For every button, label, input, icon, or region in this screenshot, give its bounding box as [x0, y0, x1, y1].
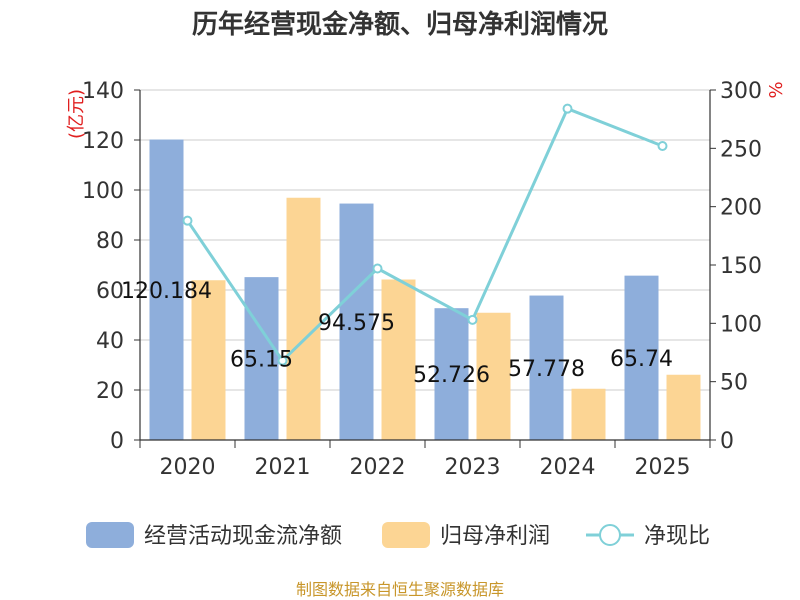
right-axis-tick-label: 0 [720, 429, 734, 454]
line-point [277, 355, 288, 366]
line-point [467, 314, 478, 325]
right-axis-unit-label: % [766, 81, 787, 98]
right-axis-tick-label: 100 [720, 312, 762, 337]
line-point [182, 215, 193, 226]
x-axis-category-label: 2022 [350, 455, 406, 480]
bar-data-label: 65.15 [230, 348, 293, 373]
x-axis-category-label: 2025 [635, 455, 691, 480]
right-axis-tick-label: 200 [720, 196, 762, 221]
x-axis-category-label: 2023 [445, 455, 501, 480]
legend-label-cash-ratio: 净现比 [644, 524, 710, 549]
bar-net-profit [381, 279, 416, 440]
axes: 0 20 40 60 80 100 120 140 0 50 100 150 200 250 300 (亿元)… [66, 79, 787, 480]
left-axis-tick-label: 100 [82, 179, 124, 204]
bar-net-profit [286, 197, 321, 440]
bar-operating-cashflow [149, 139, 184, 441]
left-axis-tick-label: 60 [96, 279, 124, 304]
bar-data-label: 94.575 [318, 311, 395, 336]
left-axis-tick-label: 80 [96, 229, 124, 254]
left-axis-tick-label: 120 [82, 129, 124, 154]
legend-swatch-cash-ratio-marker [599, 524, 621, 546]
source-note: 制图数据来自恒生聚源数据库 [296, 580, 504, 599]
legend-swatch-operating-cashflow [86, 522, 134, 548]
legend-swatch-net-profit [382, 522, 430, 548]
line-point [562, 103, 573, 114]
bar-operating-cashflow [624, 275, 659, 440]
bar-net-profit [571, 388, 606, 440]
x-axis-category-label: 2024 [540, 455, 596, 480]
left-axis-tick-label: 40 [96, 329, 124, 354]
bar-operating-cashflow [244, 277, 279, 440]
bar-net-profit [476, 312, 511, 440]
x-axis-category-label: 2021 [255, 455, 311, 480]
line-point [372, 263, 383, 274]
bar-operating-cashflow [339, 203, 374, 440]
bar-net-profit [191, 280, 226, 440]
x-axis-category-label: 2020 [160, 455, 216, 480]
bar-data-label: 57.778 [508, 357, 585, 382]
left-axis-unit-label: (亿元) [66, 89, 87, 139]
bars [149, 139, 701, 441]
right-axis-tick-label: 250 [720, 137, 762, 162]
bar-operating-cashflow [434, 308, 469, 440]
line-cash-ratio [186, 106, 664, 363]
line-series [182, 103, 668, 366]
bar-data-label: 52.726 [413, 363, 490, 388]
right-axis-tick-label: 300 [720, 79, 762, 104]
bar-operating-cashflow [529, 295, 564, 440]
bar-net-profit [666, 374, 701, 440]
left-axis-tick-label: 140 [82, 79, 124, 104]
data-labels: 120.184 65.15 94.575 52.726 57.778 65.74 [121, 279, 673, 388]
legend: 经营活动现金流净额 归母净利润 净现比 [86, 522, 710, 549]
bar-data-label: 120.184 [121, 279, 212, 304]
chart-title: 历年经营现金净额、归母净利润情况 [192, 9, 608, 40]
line-point [657, 141, 668, 151]
bar-data-label: 65.74 [610, 347, 673, 372]
right-axis-tick-label: 50 [720, 371, 748, 396]
legend-label-operating-cashflow: 经营活动现金流净额 [144, 524, 342, 549]
left-axis-tick-label: 0 [110, 429, 124, 454]
legend-label-net-profit: 归母净利润 [440, 524, 550, 549]
right-axis-tick-label: 150 [720, 254, 762, 279]
left-axis-tick-label: 20 [96, 379, 124, 404]
